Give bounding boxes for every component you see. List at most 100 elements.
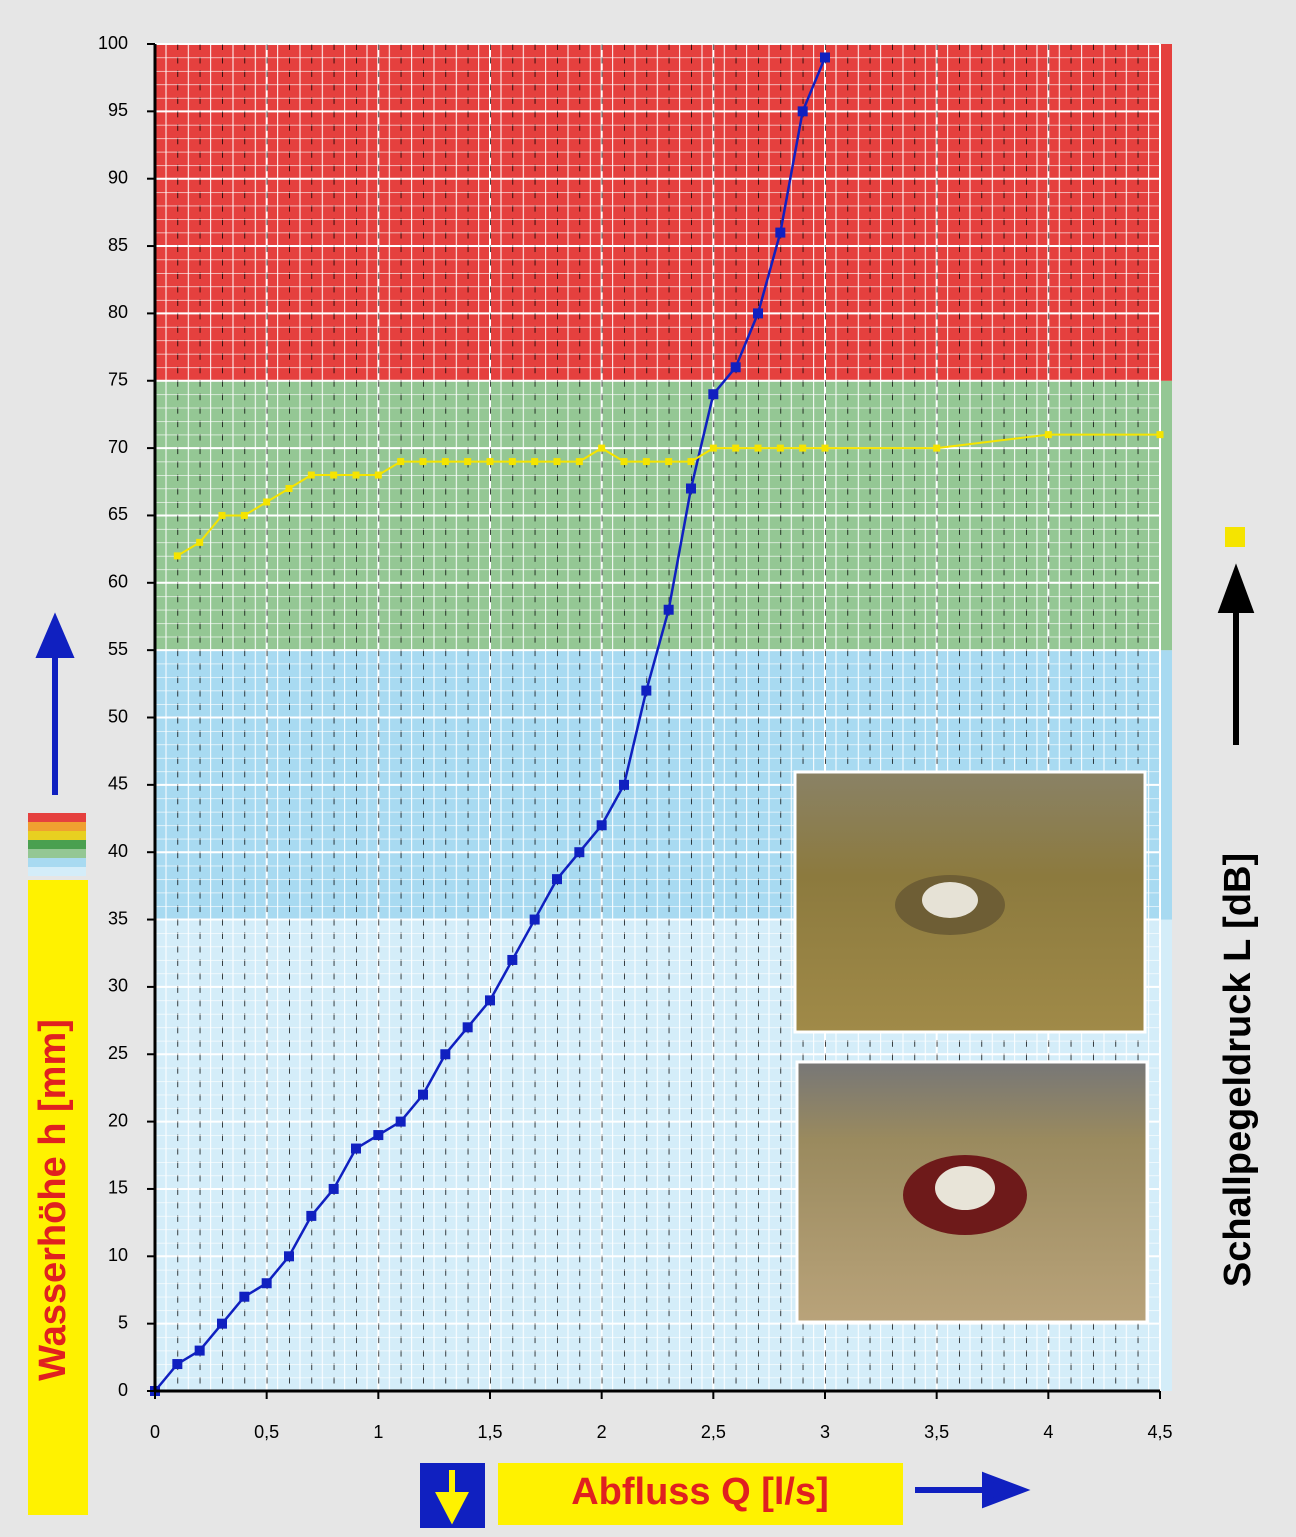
- x-tick-label: 3,5: [924, 1422, 949, 1442]
- point: [330, 471, 338, 479]
- point: [217, 1318, 227, 1329]
- point: [464, 458, 472, 466]
- point: [754, 444, 762, 452]
- x-tick-label: 3: [820, 1422, 830, 1442]
- x-tick-label: 4: [1043, 1422, 1053, 1442]
- point: [485, 995, 495, 1006]
- point: [820, 52, 830, 63]
- point: [172, 1359, 183, 1370]
- y-tick-label: 65: [108, 504, 128, 524]
- drain-grate: [935, 1166, 995, 1210]
- point: [753, 308, 763, 319]
- point: [821, 444, 829, 452]
- drain-grate: [922, 882, 978, 918]
- y-axis-label: Wasserhöhe h [mm]: [32, 1019, 74, 1381]
- x-tick-label: 1,5: [477, 1422, 502, 1442]
- point: [619, 779, 629, 790]
- point: [328, 1183, 339, 1194]
- y-tick-label: 85: [108, 235, 128, 255]
- point: [194, 1345, 205, 1356]
- y-tick-label: 10: [108, 1245, 128, 1265]
- point: [730, 362, 741, 373]
- point: [239, 1291, 250, 1302]
- y-tick-label: 100: [98, 33, 128, 53]
- point: [218, 511, 226, 519]
- x-tick-label: 2,5: [701, 1422, 726, 1442]
- label-box: [28, 880, 88, 1515]
- point: [395, 1116, 406, 1127]
- point: [799, 444, 807, 452]
- point: [933, 444, 941, 452]
- point: [486, 458, 494, 466]
- ticks: 0510152025303540455055606570758085909510…: [98, 33, 1173, 1442]
- x-tick-label: 4,5: [1147, 1422, 1172, 1442]
- legend-swatch: [28, 813, 86, 876]
- y-tick-label: 40: [108, 841, 128, 861]
- point: [797, 106, 808, 117]
- point: [373, 1130, 384, 1141]
- x-axis-label: Abfluss Q [l/s]: [571, 1471, 829, 1513]
- y-tick-label: 5: [118, 1312, 128, 1332]
- x-tick-label: 0: [150, 1422, 160, 1442]
- label-box: [498, 1463, 903, 1525]
- arrow-up: [35, 612, 75, 795]
- point: [596, 820, 607, 831]
- point: [440, 1049, 451, 1060]
- y2-axis-label: Schallpegeldruck L [dB]: [1217, 853, 1259, 1287]
- point: [620, 458, 628, 466]
- point: [419, 458, 427, 466]
- point: [263, 498, 271, 506]
- arrow-up: [1217, 563, 1255, 745]
- point: [553, 458, 561, 466]
- point: [397, 458, 405, 466]
- point: [374, 471, 382, 479]
- point: [418, 1089, 428, 1100]
- point: [173, 552, 181, 560]
- photos: [793, 770, 1149, 1324]
- point: [462, 1022, 473, 1033]
- arrow-down: [435, 1470, 469, 1525]
- point: [665, 458, 673, 466]
- point: [240, 511, 248, 519]
- point: [531, 458, 539, 466]
- point: [598, 444, 606, 452]
- arrow-right: [915, 1471, 1031, 1509]
- point: [441, 458, 449, 466]
- point: [708, 389, 719, 400]
- point: [307, 471, 315, 479]
- point: [641, 685, 652, 696]
- point: [1044, 431, 1052, 439]
- point: [196, 538, 204, 546]
- point: [529, 914, 540, 925]
- x-tick-label: 2: [597, 1422, 607, 1442]
- y-tick-label: 70: [108, 437, 128, 457]
- point: [1156, 431, 1164, 439]
- point: [709, 444, 717, 452]
- y-tick-label: 45: [108, 774, 128, 794]
- point: [261, 1278, 272, 1289]
- series: [150, 52, 1164, 1396]
- point: [574, 847, 585, 858]
- point: [776, 444, 784, 452]
- point: [284, 1251, 294, 1262]
- point: [642, 458, 650, 466]
- point: [686, 483, 696, 494]
- y-tick-label: 35: [108, 908, 128, 928]
- point: [663, 604, 674, 615]
- y-tick-label: 50: [108, 706, 128, 726]
- point: [507, 954, 518, 965]
- y-tick-label: 95: [108, 100, 128, 120]
- point: [352, 471, 360, 479]
- point: [306, 1210, 317, 1221]
- y-tick-label: 15: [108, 1178, 128, 1198]
- y-tick-label: 0: [118, 1380, 128, 1400]
- y-tick-label: 20: [108, 1110, 128, 1130]
- point: [508, 458, 516, 466]
- y-tick-label: 25: [108, 1043, 128, 1063]
- y-tick-label: 30: [108, 976, 128, 996]
- y-tick-label: 90: [108, 167, 128, 187]
- y-tick-label: 80: [108, 302, 128, 322]
- legend-marker: [1225, 527, 1245, 547]
- x-tick-label: 0,5: [254, 1422, 279, 1442]
